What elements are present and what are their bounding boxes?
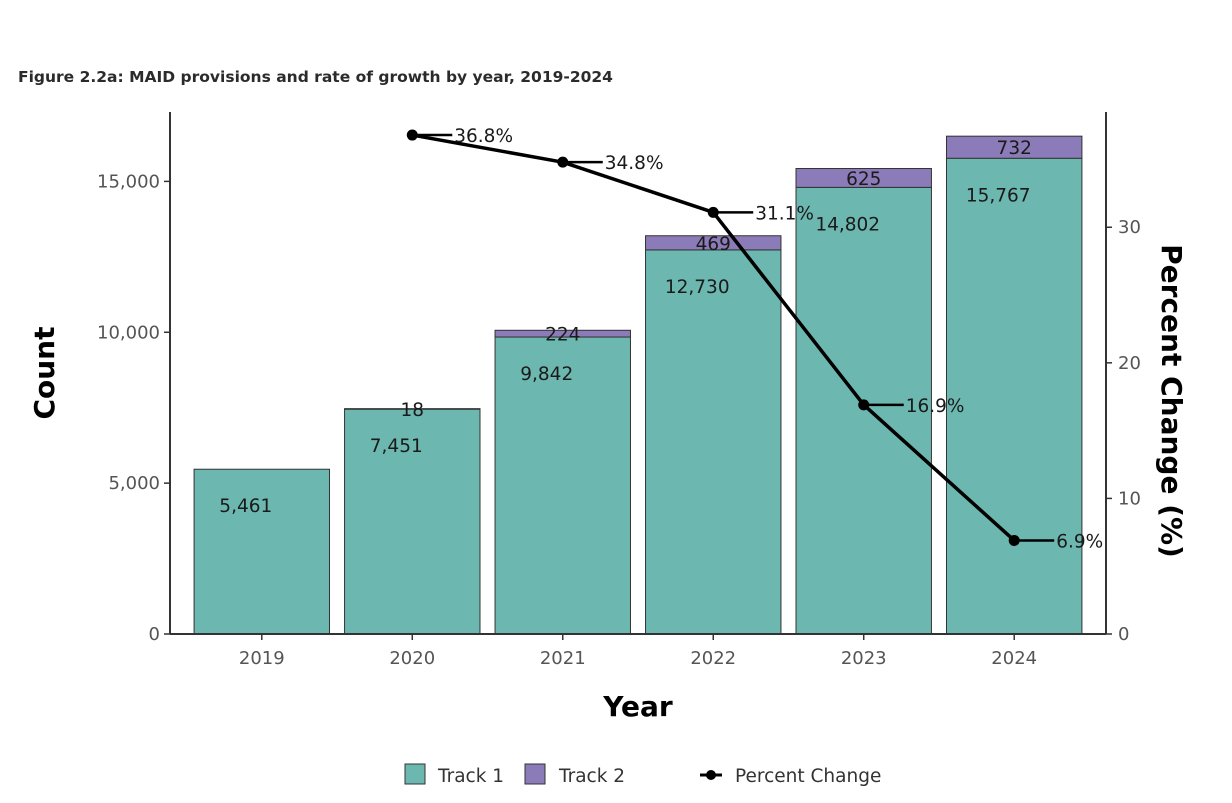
bar-label-track1-2020: 7,451 [370, 436, 423, 457]
y-axis-title: Count [28, 326, 61, 419]
axes-layer: 0 5,000 10,000 15,000 0 10 20 30 2019 2020 2021 202… [28, 112, 1188, 723]
bar-label-track2-2021: 224 [545, 325, 580, 346]
x-tick-label: 2024 [991, 648, 1037, 669]
x-tick-label: 2021 [540, 648, 586, 669]
bar-track1-2024 [945, 157, 1083, 635]
bar-track1-2023 [795, 186, 932, 635]
bar-track1-2021 [494, 336, 631, 635]
x-tick-label: 2020 [389, 648, 435, 669]
bar-track1-2020 [344, 408, 481, 635]
legend-marker-percent-change [706, 770, 716, 780]
bar-label-track1-2024: 15,767 [966, 185, 1031, 206]
bar-label-track1-2021: 9,842 [520, 364, 573, 385]
percent-change-layer [406, 129, 1055, 546]
percent-change-point-2023 [858, 399, 870, 411]
percent-change-point-2020 [406, 129, 418, 141]
legend-swatch-track2 [524, 763, 546, 785]
percent-change-label-2020: 36.8% [454, 126, 513, 147]
labels-layer: 36.8% 34.8% 31.1% 16.9% 6.9% 5,461 7,451 18 9,84… [219, 126, 1103, 552]
percent-change-label-2023: 16.9% [906, 396, 965, 417]
y2-tick-label: 20 [1118, 353, 1141, 374]
bar-label-track2-2024: 732 [997, 138, 1032, 159]
bar-track2-2023 [795, 168, 932, 188]
legend-swatch-track1 [404, 763, 426, 785]
bar-label-track2-2022: 469 [696, 234, 731, 255]
y2-axis-title: Percent Change (%) [1155, 244, 1188, 558]
bar-label-track1-2022: 12,730 [665, 277, 730, 298]
percent-change-label-2021: 34.8% [605, 153, 664, 174]
x-axis-title: Year [602, 690, 673, 723]
y-tick-label: 10,000 [97, 322, 160, 343]
legend: Track 1 Track 2 Percent Change [404, 763, 881, 787]
percent-change-point-2022 [707, 206, 719, 218]
y-tick-label: 15,000 [97, 171, 160, 192]
percent-change-point-2021 [557, 156, 569, 168]
legend-label-percent-change: Percent Change [735, 766, 881, 787]
x-tick-label: 2022 [690, 648, 736, 669]
percent-change-label-2024: 6.9% [1056, 531, 1103, 552]
bar-track2-2024 [945, 135, 1083, 159]
chart-title: Figure 2.2a: MAID provisions and rate of… [18, 68, 613, 86]
y2-tick-label: 0 [1118, 624, 1129, 645]
bars-layer [193, 135, 1083, 635]
bar-label-track2-2023: 625 [846, 169, 881, 190]
bar-track2-2021 [494, 329, 631, 338]
y-tick-label: 5,000 [108, 473, 160, 494]
legend-label-track2: Track 2 [558, 766, 625, 787]
y2-tick-label: 30 [1118, 217, 1141, 238]
y-tick-label: 0 [149, 624, 160, 645]
bar-label-track2-2020: 18 [401, 400, 425, 421]
x-tick-label: 2023 [841, 648, 887, 669]
bar-track2-2022 [645, 235, 782, 251]
bar-track1-2019 [193, 468, 331, 635]
x-tick-label: 2019 [239, 648, 285, 669]
percent-change-label-2022: 31.1% [755, 203, 814, 224]
y2-tick-label: 10 [1118, 488, 1141, 509]
percent-change-point-2024 [1008, 534, 1020, 546]
bar-track2-2020 [344, 408, 481, 410]
legend-label-track1: Track 1 [437, 766, 504, 787]
bar-track1-2022 [645, 249, 782, 635]
bar-label-track1-2023: 14,802 [815, 214, 880, 235]
bar-label-track1-2019: 5,461 [219, 496, 272, 517]
